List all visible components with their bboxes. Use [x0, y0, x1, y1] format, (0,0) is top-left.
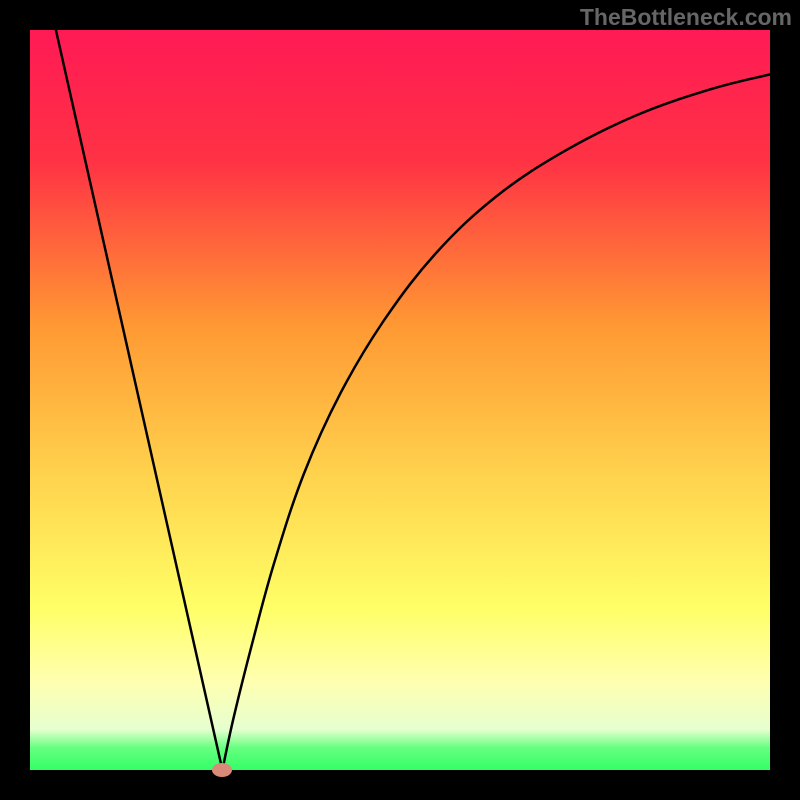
optimal-point-marker: [212, 763, 232, 777]
chart-container: TheBottleneck.com: [0, 0, 800, 800]
plot-gradient-background: [30, 30, 770, 770]
watermark-text: TheBottleneck.com: [580, 4, 792, 31]
